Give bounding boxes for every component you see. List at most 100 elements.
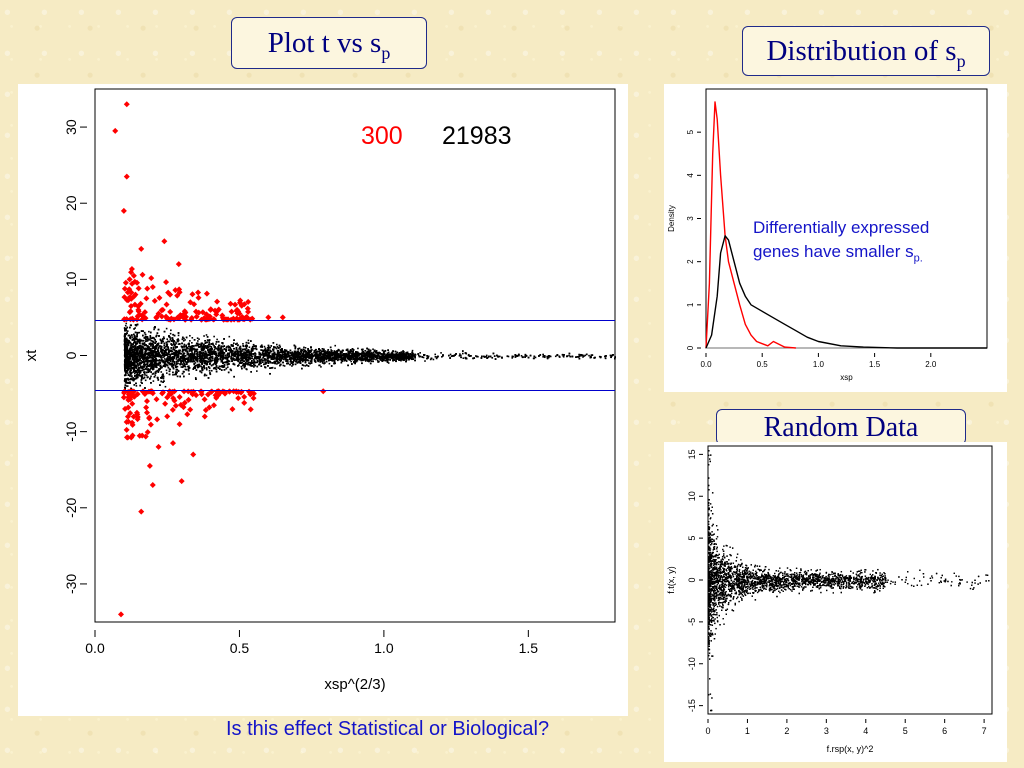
data-point (507, 355, 510, 358)
data-point (138, 351, 140, 354)
data-point (216, 348, 219, 351)
data-point (532, 357, 535, 360)
y-tick-label: -10 (63, 421, 79, 441)
data-point (130, 366, 132, 368)
data-point (194, 362, 197, 364)
data-point (370, 351, 372, 354)
data-point (232, 344, 234, 346)
data-point (248, 346, 251, 349)
data-point (554, 355, 557, 358)
data-point (295, 355, 298, 357)
data-point (283, 365, 286, 367)
data-point (511, 357, 514, 359)
data-point (203, 335, 205, 337)
data-point (340, 353, 342, 356)
data-point (549, 355, 552, 358)
data-point (310, 362, 313, 364)
data-point (318, 364, 320, 367)
data-point (368, 351, 371, 354)
data-point (161, 358, 163, 361)
data-point (590, 354, 593, 356)
data-point (177, 343, 180, 345)
data-point (166, 338, 169, 340)
data-point (123, 364, 126, 367)
data-point (226, 360, 229, 363)
data-point (336, 356, 338, 359)
data-point (299, 359, 302, 361)
data-point (181, 357, 184, 360)
data-point (297, 358, 299, 360)
data-point (125, 374, 127, 377)
data-point (153, 338, 156, 340)
data-point (361, 350, 364, 352)
data-point (124, 373, 127, 375)
data-point (178, 358, 181, 360)
data-point (237, 344, 239, 346)
y-tick-label: 30 (63, 119, 79, 135)
data-point (191, 344, 194, 347)
data-point (203, 353, 205, 355)
data-point (183, 358, 185, 360)
data-point (152, 354, 154, 357)
data-point (215, 356, 218, 358)
data-point (271, 366, 274, 369)
data-point (276, 345, 279, 348)
data-point (212, 357, 214, 360)
data-point (167, 349, 170, 351)
data-point (243, 354, 246, 356)
data-point (160, 339, 163, 342)
data-point (203, 357, 206, 359)
data-point (449, 353, 452, 356)
data-point (350, 360, 352, 363)
data-point (176, 355, 179, 358)
data-point (258, 353, 261, 356)
data-point (534, 356, 537, 359)
data-point (434, 355, 437, 358)
data-point (134, 369, 137, 372)
data-point (268, 360, 270, 363)
data-point (163, 337, 166, 340)
data-point (167, 356, 169, 358)
data-point (283, 358, 285, 361)
data-point (187, 365, 189, 368)
data-point (253, 366, 255, 368)
data-point (279, 351, 282, 354)
data-point (206, 362, 208, 365)
data-point (269, 346, 272, 349)
data-point (579, 353, 582, 356)
data-point (330, 349, 332, 351)
data-point (129, 368, 132, 370)
data-point (440, 352, 442, 354)
data-point (128, 363, 131, 365)
data-point (584, 354, 587, 357)
data-point (160, 355, 163, 357)
data-point (209, 356, 212, 358)
data-point (145, 374, 148, 377)
data-point (362, 350, 365, 353)
data-point (244, 358, 247, 361)
data-point (191, 336, 194, 339)
data-point (192, 353, 194, 356)
data-point (133, 336, 136, 338)
data-point (123, 336, 126, 339)
data-point (140, 345, 143, 348)
data-point (249, 362, 252, 364)
data-point (147, 352, 150, 354)
data-point (338, 352, 340, 355)
title-random-data: Random Data (716, 409, 966, 445)
data-point (236, 342, 238, 345)
data-point (253, 362, 256, 364)
data-point (128, 356, 131, 359)
data-point (150, 375, 152, 378)
data-point (277, 362, 279, 364)
data-point (254, 353, 257, 355)
data-point (477, 355, 479, 358)
data-point (166, 372, 168, 374)
data-point (254, 347, 257, 350)
data-point (414, 357, 416, 359)
data-point (184, 339, 186, 341)
data-point (125, 322, 128, 325)
data-point (394, 357, 396, 360)
data-point (152, 380, 155, 382)
data-point (225, 346, 228, 349)
